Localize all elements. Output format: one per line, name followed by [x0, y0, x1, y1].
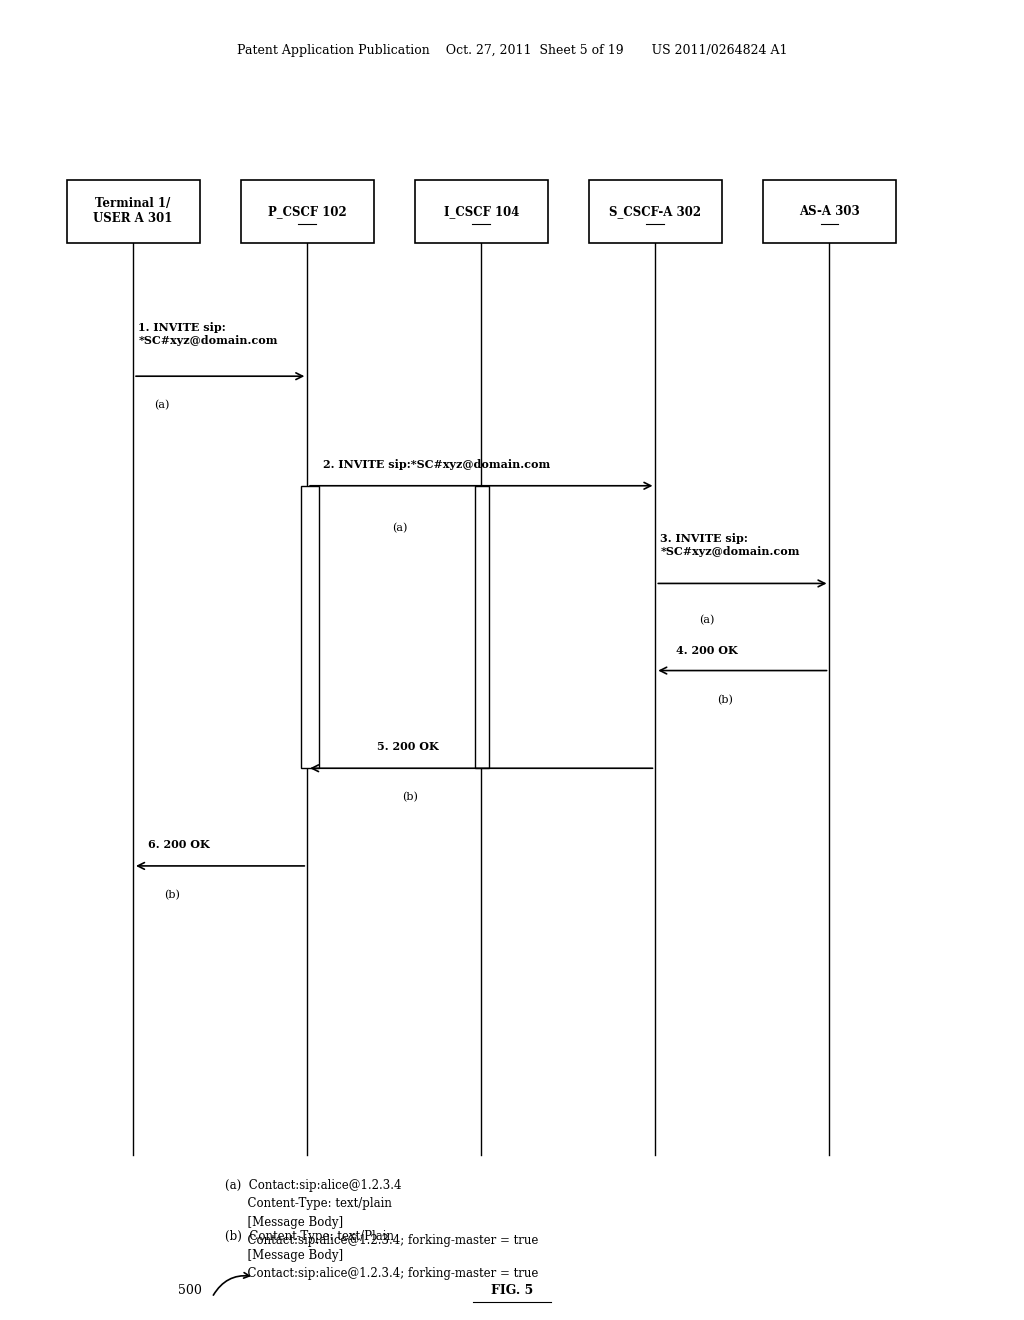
- Text: AS-A 303: AS-A 303: [799, 205, 860, 218]
- Text: (a): (a): [698, 615, 715, 626]
- Text: Contact:sip:alice@1.2.3.4; forking-master = true: Contact:sip:alice@1.2.3.4; forking-maste…: [225, 1267, 539, 1280]
- Text: (b)  Content-Type: text/Plain: (b) Content-Type: text/Plain: [225, 1230, 394, 1243]
- Text: (b): (b): [717, 694, 733, 705]
- Bar: [301, 486, 319, 768]
- Text: 6. 200 OK: 6. 200 OK: [148, 840, 210, 850]
- Text: (b): (b): [164, 890, 180, 900]
- Bar: [475, 486, 489, 768]
- Text: 4. 200 OK: 4. 200 OK: [676, 645, 737, 656]
- Bar: [589, 180, 722, 243]
- Text: [Message Body]: [Message Body]: [225, 1216, 343, 1229]
- Text: (b): (b): [401, 792, 418, 803]
- Text: Terminal 1/
USER A 301: Terminal 1/ USER A 301: [93, 197, 173, 226]
- Bar: [67, 180, 200, 243]
- Text: 3. INVITE sip:
*SC#xyz@domain.com: 3. INVITE sip: *SC#xyz@domain.com: [660, 533, 800, 557]
- Text: I_CSCF 104: I_CSCF 104: [443, 205, 519, 218]
- Text: 500: 500: [178, 1284, 202, 1298]
- Bar: [415, 180, 548, 243]
- Text: FIG. 5: FIG. 5: [490, 1284, 534, 1298]
- Text: (a)  Contact:sip:alice@1.2.3.4: (a) Contact:sip:alice@1.2.3.4: [225, 1179, 401, 1192]
- Text: P_CSCF 102: P_CSCF 102: [268, 205, 346, 218]
- Text: S_CSCF-A 302: S_CSCF-A 302: [609, 205, 701, 218]
- Text: (a): (a): [154, 400, 170, 411]
- FancyArrowPatch shape: [213, 1272, 249, 1295]
- Bar: [241, 180, 374, 243]
- Text: [Message Body]: [Message Body]: [225, 1249, 343, 1262]
- Text: Content-Type: text/plain: Content-Type: text/plain: [225, 1197, 392, 1210]
- Text: Patent Application Publication    Oct. 27, 2011  Sheet 5 of 19       US 2011/026: Patent Application Publication Oct. 27, …: [237, 44, 787, 57]
- Text: (a): (a): [391, 523, 408, 533]
- Text: 1. INVITE sip:
*SC#xyz@domain.com: 1. INVITE sip: *SC#xyz@domain.com: [138, 322, 278, 346]
- Bar: [763, 180, 896, 243]
- Text: 2. INVITE sip:*SC#xyz@domain.com: 2. INVITE sip:*SC#xyz@domain.com: [323, 459, 550, 470]
- Text: Contact:sip:alice@1.2.3.4; forking-master = true: Contact:sip:alice@1.2.3.4; forking-maste…: [225, 1234, 539, 1247]
- Text: 5. 200 OK: 5. 200 OK: [377, 742, 438, 752]
